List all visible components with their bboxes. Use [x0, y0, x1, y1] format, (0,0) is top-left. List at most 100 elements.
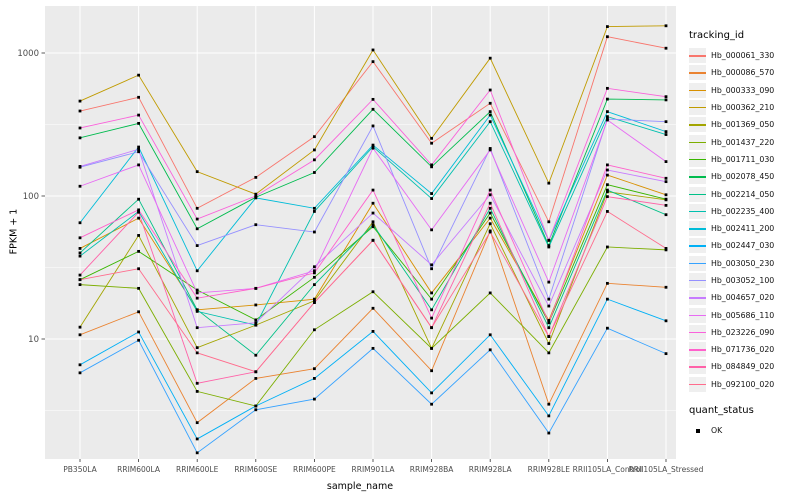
data-point — [371, 238, 375, 242]
data-point — [78, 325, 82, 329]
data-point — [430, 228, 433, 232]
data-point — [195, 421, 199, 425]
legend-swatch — [689, 307, 706, 323]
data-point — [137, 210, 140, 214]
data-point — [313, 367, 316, 371]
legend-item-label: Hb_005686_110 — [711, 310, 775, 320]
legend-swatch — [689, 151, 706, 167]
data-point — [606, 168, 609, 172]
data-point — [254, 318, 258, 322]
data-point — [606, 163, 609, 167]
legend-item-label: Hb_001711_030 — [711, 154, 775, 164]
data-point — [254, 370, 258, 374]
data-point — [488, 193, 492, 197]
legend-item: Hb_002235_400 — [689, 203, 799, 220]
data-point — [137, 286, 140, 290]
x-tick-label: RRII105LA_Control — [573, 465, 643, 474]
legend-item: Hb_004657_020 — [689, 289, 799, 306]
data-point — [313, 210, 316, 213]
data-point — [488, 291, 492, 295]
data-point — [78, 136, 82, 140]
data-point — [254, 196, 258, 200]
data-point — [313, 283, 316, 287]
legend-item: Hb_023226_090 — [689, 324, 799, 341]
data-point — [488, 216, 492, 220]
data-point — [488, 230, 492, 234]
data-point — [547, 351, 551, 355]
x-tick-label: RRIM600LE — [176, 465, 219, 474]
data-point — [78, 273, 82, 277]
ok-point-icon — [695, 428, 700, 433]
legend-color-line-icon — [689, 193, 706, 195]
data-point — [664, 130, 668, 134]
legend-item: Hb_002078_450 — [689, 168, 799, 185]
data-point — [313, 328, 316, 332]
legend-item-label: Hb_000333_090 — [711, 85, 775, 95]
data-point — [488, 188, 492, 192]
data-point — [254, 321, 258, 325]
data-point — [606, 245, 609, 249]
legend-item: Hb_001369_050 — [689, 116, 799, 133]
data-point — [195, 288, 199, 292]
legend-color-line-icon — [689, 176, 706, 178]
data-point — [195, 346, 199, 350]
data-point — [371, 145, 375, 149]
data-point — [430, 141, 433, 145]
data-point — [137, 216, 140, 220]
data-point — [195, 390, 199, 393]
data-point — [664, 46, 668, 50]
data-point — [371, 188, 375, 192]
data-point — [606, 110, 609, 114]
legend-swatch — [689, 169, 706, 185]
data-point — [488, 147, 492, 150]
x-tick-label: RRIM901LA — [352, 465, 396, 474]
legend-swatch — [689, 290, 706, 306]
data-point — [547, 297, 551, 301]
legend-color-line-icon — [689, 331, 706, 334]
data-point — [488, 101, 492, 105]
data-point — [137, 95, 140, 99]
legend-color-line-icon — [689, 158, 706, 161]
data-point — [547, 304, 551, 308]
legend-color-line-icon — [689, 55, 706, 57]
data-point — [547, 431, 551, 435]
legend-item: Hb_092100_020 — [689, 376, 799, 393]
data-point — [664, 180, 668, 184]
data-point — [606, 115, 609, 119]
data-point — [195, 206, 199, 210]
legend-color-line-icon — [689, 245, 706, 247]
legend-item-label: Hb_071736_020 — [711, 345, 775, 355]
data-point — [606, 210, 609, 213]
legend-color-line-icon — [689, 314, 706, 316]
legend-swatch — [689, 134, 706, 150]
legend-color-line-icon — [689, 366, 706, 368]
data-point — [371, 346, 375, 350]
data-point — [606, 35, 609, 39]
legend-title-quant-status: quant_status — [689, 404, 754, 416]
legend-color-line-icon — [689, 297, 706, 299]
x-tick-label: RRII105LA_Stressed — [629, 465, 704, 474]
data-point — [137, 208, 140, 212]
y-tick-label: 100 — [23, 192, 39, 202]
data-point — [664, 203, 668, 207]
data-point — [137, 338, 140, 342]
data-point — [547, 335, 551, 338]
data-point — [313, 299, 316, 303]
data-point — [488, 201, 492, 205]
legend-item: Hb_002214_050 — [689, 185, 799, 202]
data-point — [430, 391, 433, 395]
data-point — [313, 148, 316, 152]
legend-item-label: Hb_003052_100 — [711, 276, 775, 285]
data-point — [547, 220, 551, 224]
data-point — [78, 283, 82, 287]
legend-color-line-icon — [689, 210, 706, 213]
data-point — [195, 170, 199, 174]
data-point — [664, 98, 668, 102]
legend-color-line-icon — [689, 107, 706, 109]
data-point — [313, 275, 316, 279]
data-point — [254, 194, 258, 198]
data-point — [664, 319, 668, 323]
data-point — [78, 99, 82, 103]
legend-swatch — [689, 117, 706, 133]
data-point — [664, 352, 668, 356]
